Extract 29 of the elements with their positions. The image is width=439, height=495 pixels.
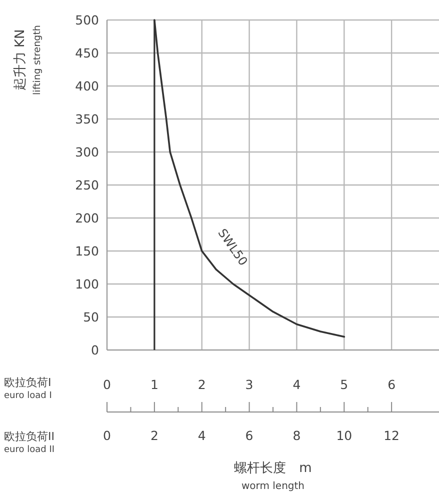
x2-axis-title: 欧拉负荷II euro load II — [4, 430, 55, 455]
y-axis-title: 起升力 KN lifting strength — [13, 25, 43, 95]
x-tick-label: 6 — [388, 377, 396, 392]
x-tick-label: 5 — [340, 377, 348, 392]
y-tick-label: 0 — [91, 342, 100, 358]
x2-tick-label: 12 — [384, 428, 400, 443]
text: 欧拉负荷I euro load I — [4, 376, 52, 401]
y-tick-label: 150 — [75, 244, 100, 258]
y-tick-label: 100 — [75, 276, 100, 292]
x-tick-label: 4 — [292, 377, 301, 392]
x-tick-label: 1 — [150, 377, 158, 392]
x2-tick-label: 8 — [292, 428, 301, 443]
x-axis-title: 螺杆长度 m worm length — [234, 460, 312, 492]
y-tick-label: 250 — [75, 178, 100, 192]
x-tick-label: 3 — [245, 377, 254, 392]
y-tick-label: 300 — [75, 144, 100, 160]
y-tick-label: 400 — [75, 78, 100, 94]
x-tick-label: 2 — [198, 377, 206, 392]
x2-tick-label: 6 — [245, 428, 254, 443]
y-tick-label: 350 — [75, 112, 100, 126]
y-tick-label: 200 — [75, 210, 100, 226]
x2-tick-label: 10 — [336, 428, 352, 443]
x2-tick-label: 0 — [103, 428, 112, 443]
y-tick-label: 500 — [75, 12, 100, 28]
y-tick-label: 50 — [83, 310, 100, 324]
y-tick-label: 450 — [75, 46, 100, 60]
x-tick-label: 0 — [103, 377, 112, 392]
x2-tick-label: 2 — [150, 428, 158, 443]
x2-tick-label: 4 — [198, 428, 206, 443]
